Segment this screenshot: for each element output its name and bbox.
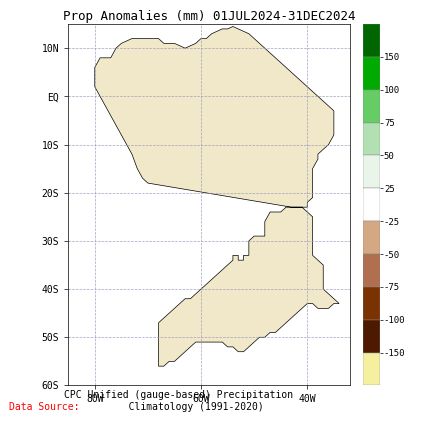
Bar bbox=[363, 254, 380, 287]
Bar bbox=[363, 353, 380, 385]
Bar bbox=[363, 155, 380, 188]
Text: Data Source:: Data Source: bbox=[9, 402, 79, 412]
Bar bbox=[363, 287, 380, 320]
Bar bbox=[363, 24, 380, 57]
Bar bbox=[363, 221, 380, 254]
Bar bbox=[363, 123, 380, 155]
Bar bbox=[363, 188, 380, 221]
Bar bbox=[363, 57, 380, 90]
Title: Prop Anomalies (mm) 01JUL2024-31DEC2024: Prop Anomalies (mm) 01JUL2024-31DEC2024 bbox=[63, 10, 355, 23]
Text: CPC Unified (gauge-based) Precipitation
           Climatology (1991-2020): CPC Unified (gauge-based) Precipitation … bbox=[64, 390, 293, 412]
Polygon shape bbox=[95, 27, 339, 366]
Bar bbox=[363, 320, 380, 353]
Bar bbox=[363, 90, 380, 123]
